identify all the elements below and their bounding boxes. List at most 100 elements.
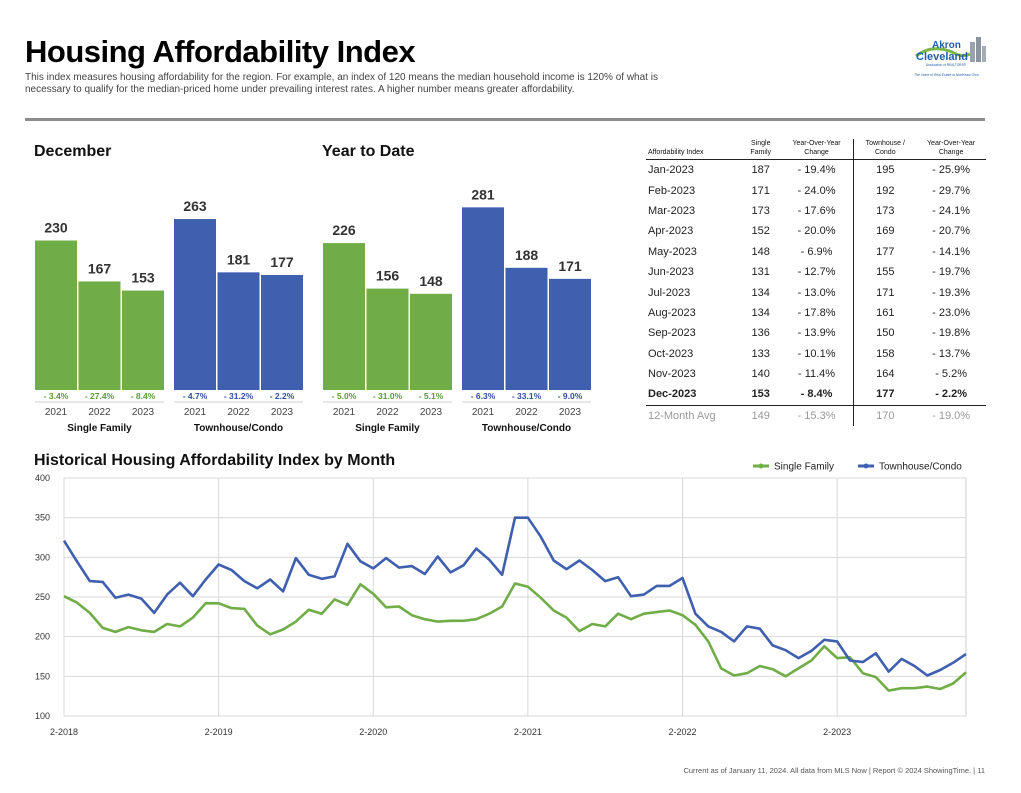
december-bar-0-2	[122, 290, 164, 390]
y-tick-label-1: 150	[35, 671, 50, 681]
december-change-label-0-2: - 8.4%	[131, 391, 156, 401]
december-bar-1-2	[261, 274, 303, 390]
december-group-label-0: Single Family	[67, 423, 132, 434]
december-year-label-0-0: 2021	[45, 407, 68, 418]
table-cell: - 19.8%	[932, 327, 971, 340]
table-cell: 140	[751, 368, 770, 381]
table-cell: 171	[876, 286, 895, 299]
table-cell: 136	[751, 327, 770, 340]
table-cell: 177	[853, 384, 917, 406]
table-cell: May-2023	[648, 245, 697, 258]
table-cell: - 13.7%	[932, 347, 971, 360]
legend-label-0: Single Family	[774, 462, 834, 473]
ytd-bar-1-2	[549, 278, 591, 390]
december-year-label-1-0: 2021	[184, 407, 207, 418]
table-cell: Apr-2023	[648, 225, 694, 238]
table-cell: - 8.4%	[779, 384, 855, 406]
december-change-label-1-2: - 2.2%	[270, 391, 295, 401]
table-cell: Nov-2023	[648, 368, 696, 381]
ytd-change-label-0-2: - 5.1%	[419, 391, 444, 401]
col-header-period: Affordability Index	[646, 139, 742, 160]
ytd-bar-chart: 226 - 5.0% 2021 156 - 31.0% 2022 148 - 5.1% 2023…	[323, 186, 591, 434]
table-cell: Dec-2023	[646, 384, 742, 406]
x-tick-label-1: 2-2019	[205, 727, 233, 737]
page-title: Housing Affordability Index	[25, 34, 416, 69]
table-cell: - 17.6%	[779, 200, 855, 222]
table-row: Aug-2023 134 - 17.8% 161 - 23.0%	[646, 302, 986, 324]
akron-cleveland-logo: Akron Cleveland Association of REALTORS®…	[912, 34, 988, 84]
table-summary-row: 12-Month Avg 149 - 15.3% 170 - 19.0%	[646, 405, 986, 427]
december-bar-1-0	[174, 219, 216, 390]
ytd-change-label-1-2: - 9.0%	[558, 391, 583, 401]
ytd-change-label-0-0: - 5.0%	[332, 391, 357, 401]
logo-akron: Akron	[932, 40, 961, 51]
table-cell: Jul-2023	[648, 286, 691, 299]
december-value-label-0-1: 167	[88, 260, 112, 276]
table-row: Feb-2023 171 - 24.0% 192 - 29.7%	[646, 180, 986, 201]
table-row: Dec-2023 153- 8.4% 177- 2.2%	[646, 384, 986, 406]
december-change-label-0-1: - 27.4%	[85, 391, 115, 401]
col-header-single-family: Single Family	[741, 139, 780, 160]
table-cell: - 2.2%	[916, 384, 986, 406]
table-row: Jun-2023 131 - 12.7% 155 - 19.7%	[646, 261, 986, 283]
december-value-label-1-1: 181	[227, 251, 251, 267]
legend-marker-1	[863, 463, 869, 469]
table-cell: - 19.0%	[932, 409, 971, 422]
col-header-townhouse: Townhouse / Condo	[853, 139, 917, 160]
series-line-townhouse-condo	[62, 516, 967, 677]
table-cell: - 5.2%	[935, 368, 967, 381]
december-year-label-1-1: 2022	[227, 407, 250, 418]
x-tick-label-4: 2-2022	[668, 727, 696, 737]
table-cell: 134	[751, 306, 770, 319]
y-tick-label-4: 300	[35, 552, 50, 562]
series-line-single-family	[63, 582, 967, 692]
ytd-value-label-1-1: 188	[515, 247, 539, 263]
table-cell: 170	[876, 409, 895, 422]
december-year-label-1-2: 2023	[271, 407, 294, 418]
table-cell: 192	[876, 184, 895, 197]
table-cell: - 24.1%	[932, 204, 971, 217]
table-cell: 133	[751, 347, 770, 360]
table-cell: - 24.0%	[779, 180, 855, 201]
table-cell: 177	[876, 245, 895, 258]
table-cell: Sep-2023	[648, 327, 696, 340]
table-cell: - 17.8%	[779, 302, 855, 324]
table-cell: - 13.0%	[779, 282, 855, 303]
table-cell: 148	[751, 245, 770, 258]
table-cell: Feb-2023	[648, 184, 696, 197]
legend-label-1: Townhouse/Condo	[879, 462, 962, 473]
table-cell: 152	[751, 225, 770, 238]
ytd-group-label-0: Single Family	[355, 423, 420, 434]
december-change-label-1-1: - 31.2%	[224, 391, 254, 401]
y-tick-label-3: 250	[35, 592, 50, 602]
history-chart-title: Historical Housing Affordability Index b…	[34, 452, 396, 469]
table-cell: Jun-2023	[648, 266, 694, 279]
table-cell: - 15.3%	[779, 405, 855, 427]
table-row: Mar-2023 173 - 17.6% 173 - 24.1%	[646, 200, 986, 222]
header-divider	[25, 118, 985, 121]
ytd-change-label-1-0: - 6.3%	[471, 391, 496, 401]
table-cell: - 13.9%	[779, 323, 855, 344]
ytd-year-label-0-0: 2021	[333, 407, 356, 418]
december-value-label-1-0: 263	[183, 198, 207, 214]
logo-tagline: The Voice of Real Estate in Northeast Oh…	[914, 73, 979, 77]
table-cell: Oct-2023	[648, 347, 694, 360]
december-value-label-0-0: 230	[44, 220, 68, 236]
ytd-change-label-1-1: - 33.1%	[512, 391, 542, 401]
table-cell: - 6.9%	[779, 241, 855, 262]
table-cell: 131	[751, 266, 770, 279]
table-row: Apr-2023 152 - 20.0% 169 - 20.7%	[646, 221, 986, 242]
table-cell: 187	[751, 164, 770, 177]
logo-cleveland: Cleveland	[916, 51, 968, 63]
table-cell: 155	[876, 266, 895, 279]
table-cell: - 29.7%	[932, 184, 971, 197]
y-tick-label-6: 400	[35, 473, 50, 483]
december-value-label-1-2: 177	[270, 254, 294, 270]
y-tick-label-2: 200	[35, 632, 50, 642]
table-cell: - 12.7%	[779, 261, 855, 283]
table-cell: 164	[876, 368, 895, 381]
table-cell: - 25.9%	[932, 164, 971, 177]
table-cell: - 10.1%	[779, 343, 855, 364]
ytd-bar-1-1	[505, 267, 548, 390]
ytd-bar-0-2	[410, 293, 452, 390]
